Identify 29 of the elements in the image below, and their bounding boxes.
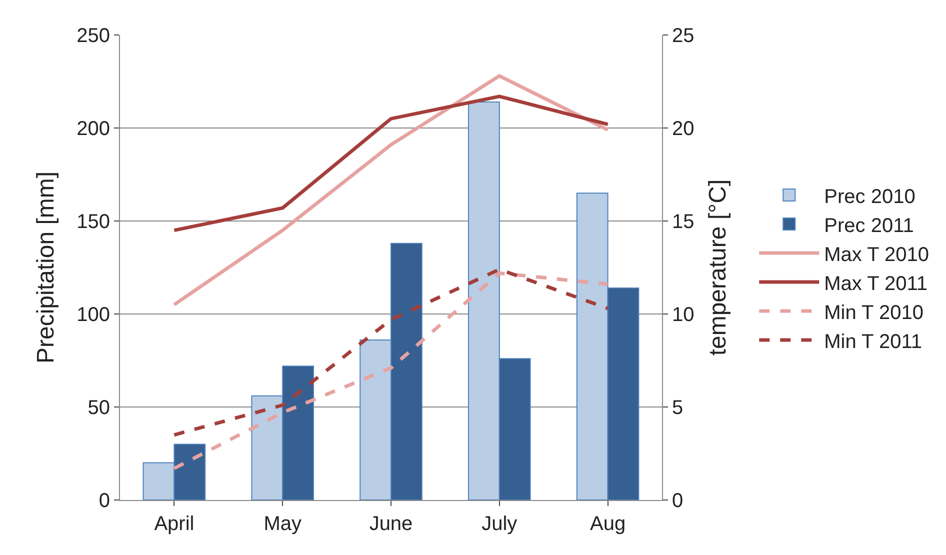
- y2-tick-label: 15: [672, 211, 694, 233]
- y-tick-label: 100: [76, 304, 110, 326]
- y-tick-label: 250: [76, 25, 110, 47]
- x-tick-label: April: [154, 513, 194, 535]
- line-series: [172, 74, 610, 306]
- legend-label: Min T 2010: [824, 302, 924, 324]
- legend-label: Prec 2011: [824, 214, 914, 237]
- legend-label: Max T 2011: [824, 272, 928, 295]
- line-series: [172, 271, 610, 470]
- line-series: [172, 268, 610, 437]
- y2-tick-label: 0: [672, 490, 684, 512]
- y-axis-title: Precipitation [mm]: [32, 171, 60, 364]
- legend-label: Prec 2010: [824, 186, 916, 208]
- x-tick-label: Aug: [590, 513, 626, 535]
- y-tick-label: 150: [76, 211, 110, 233]
- y2-tick-label: 20: [672, 118, 694, 140]
- y-tick-label: 0: [98, 490, 110, 512]
- y2-tick-label: 5: [672, 397, 684, 419]
- x-tick-label: July: [482, 513, 518, 535]
- line-series: [172, 94, 610, 232]
- y-tick-label: 50: [88, 397, 110, 419]
- legend-label: Max T 2010: [824, 244, 930, 266]
- y2-axis-title: temperature [°C]: [704, 179, 732, 356]
- y2-tick-label: 25: [672, 25, 694, 47]
- x-tick-label: May: [264, 513, 302, 535]
- legend-label: Min T 2011: [824, 330, 922, 353]
- y-tick-label: 200: [76, 118, 110, 140]
- y2-tick-label: 10: [672, 304, 694, 326]
- x-tick-label: June: [369, 513, 413, 535]
